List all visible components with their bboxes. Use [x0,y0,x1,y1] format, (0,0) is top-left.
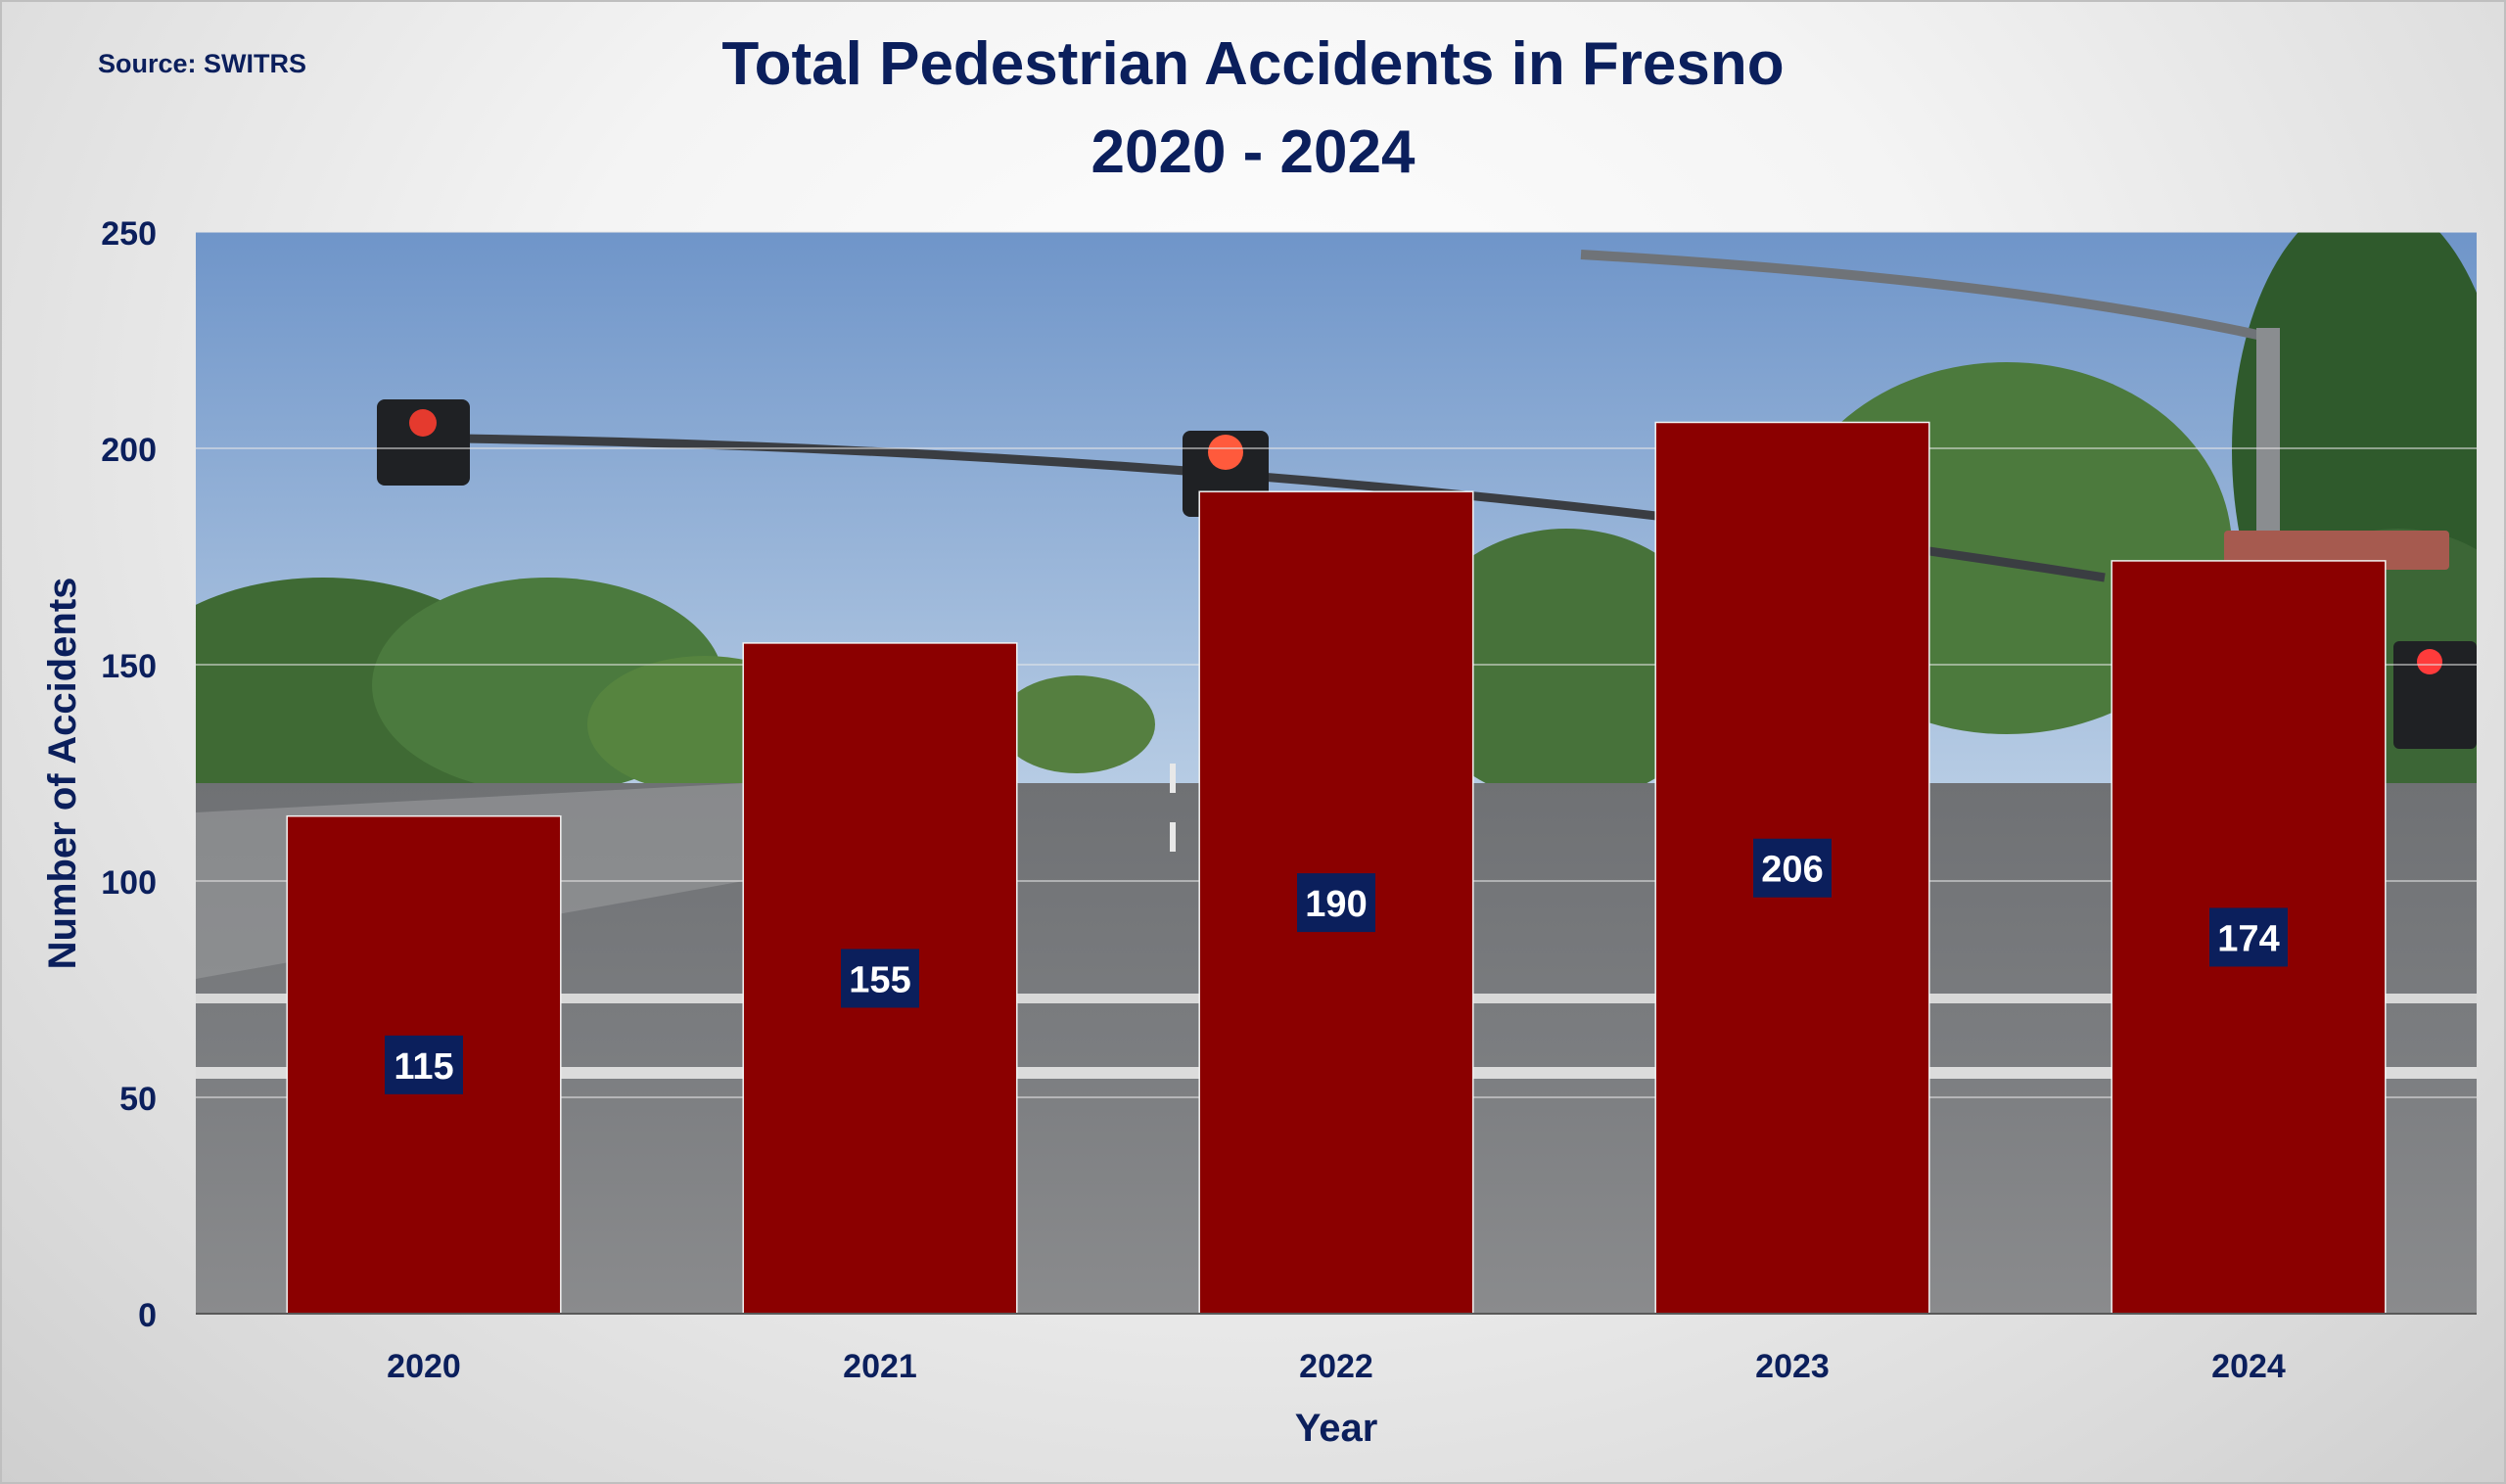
y-tick-label: 0 [138,1297,157,1334]
data-label-box [2209,907,2288,967]
data-label: 206 [1761,850,1823,891]
chart-subtitle: 2020 - 2024 [1091,118,1415,186]
y-tick-label: 150 [101,648,157,685]
x-axis-ticks: 2020 2021 2022 2023 2024 [387,1348,2286,1385]
x-axis-title: Year [1295,1407,1378,1450]
data-label: 115 [394,1046,453,1088]
data-label-box [1297,873,1375,933]
data-labels: 115 155 190 206 174 [385,838,2288,1094]
source-note: Source: SWITRS [98,49,307,78]
y-tick-label: 200 [101,432,157,469]
x-tick-label: 2020 [387,1348,461,1385]
data-label: 155 [849,959,910,1000]
x-tick-label: 2024 [2211,1348,2286,1385]
chart-title: Total Pedestrian Accidents in Fresno [721,30,1785,98]
x-tick-label: 2023 [1755,1348,1830,1385]
y-tick-label: 250 [101,215,157,253]
data-label-box [1753,838,1832,898]
x-tick-label: 2022 [1299,1348,1373,1385]
data-label-box [841,949,919,1008]
bars [286,421,2387,1315]
x-tick-label: 2021 [843,1348,917,1385]
data-label: 174 [2217,918,2279,959]
data-label-box [385,1035,463,1094]
y-axis-ticks: 0 50 100 150 200 250 [101,215,157,1334]
y-tick-label: 100 [101,864,157,902]
data-label: 190 [1305,884,1367,925]
y-tick-label: 50 [119,1081,157,1118]
y-axis-title: Number of Accidents [41,578,84,970]
